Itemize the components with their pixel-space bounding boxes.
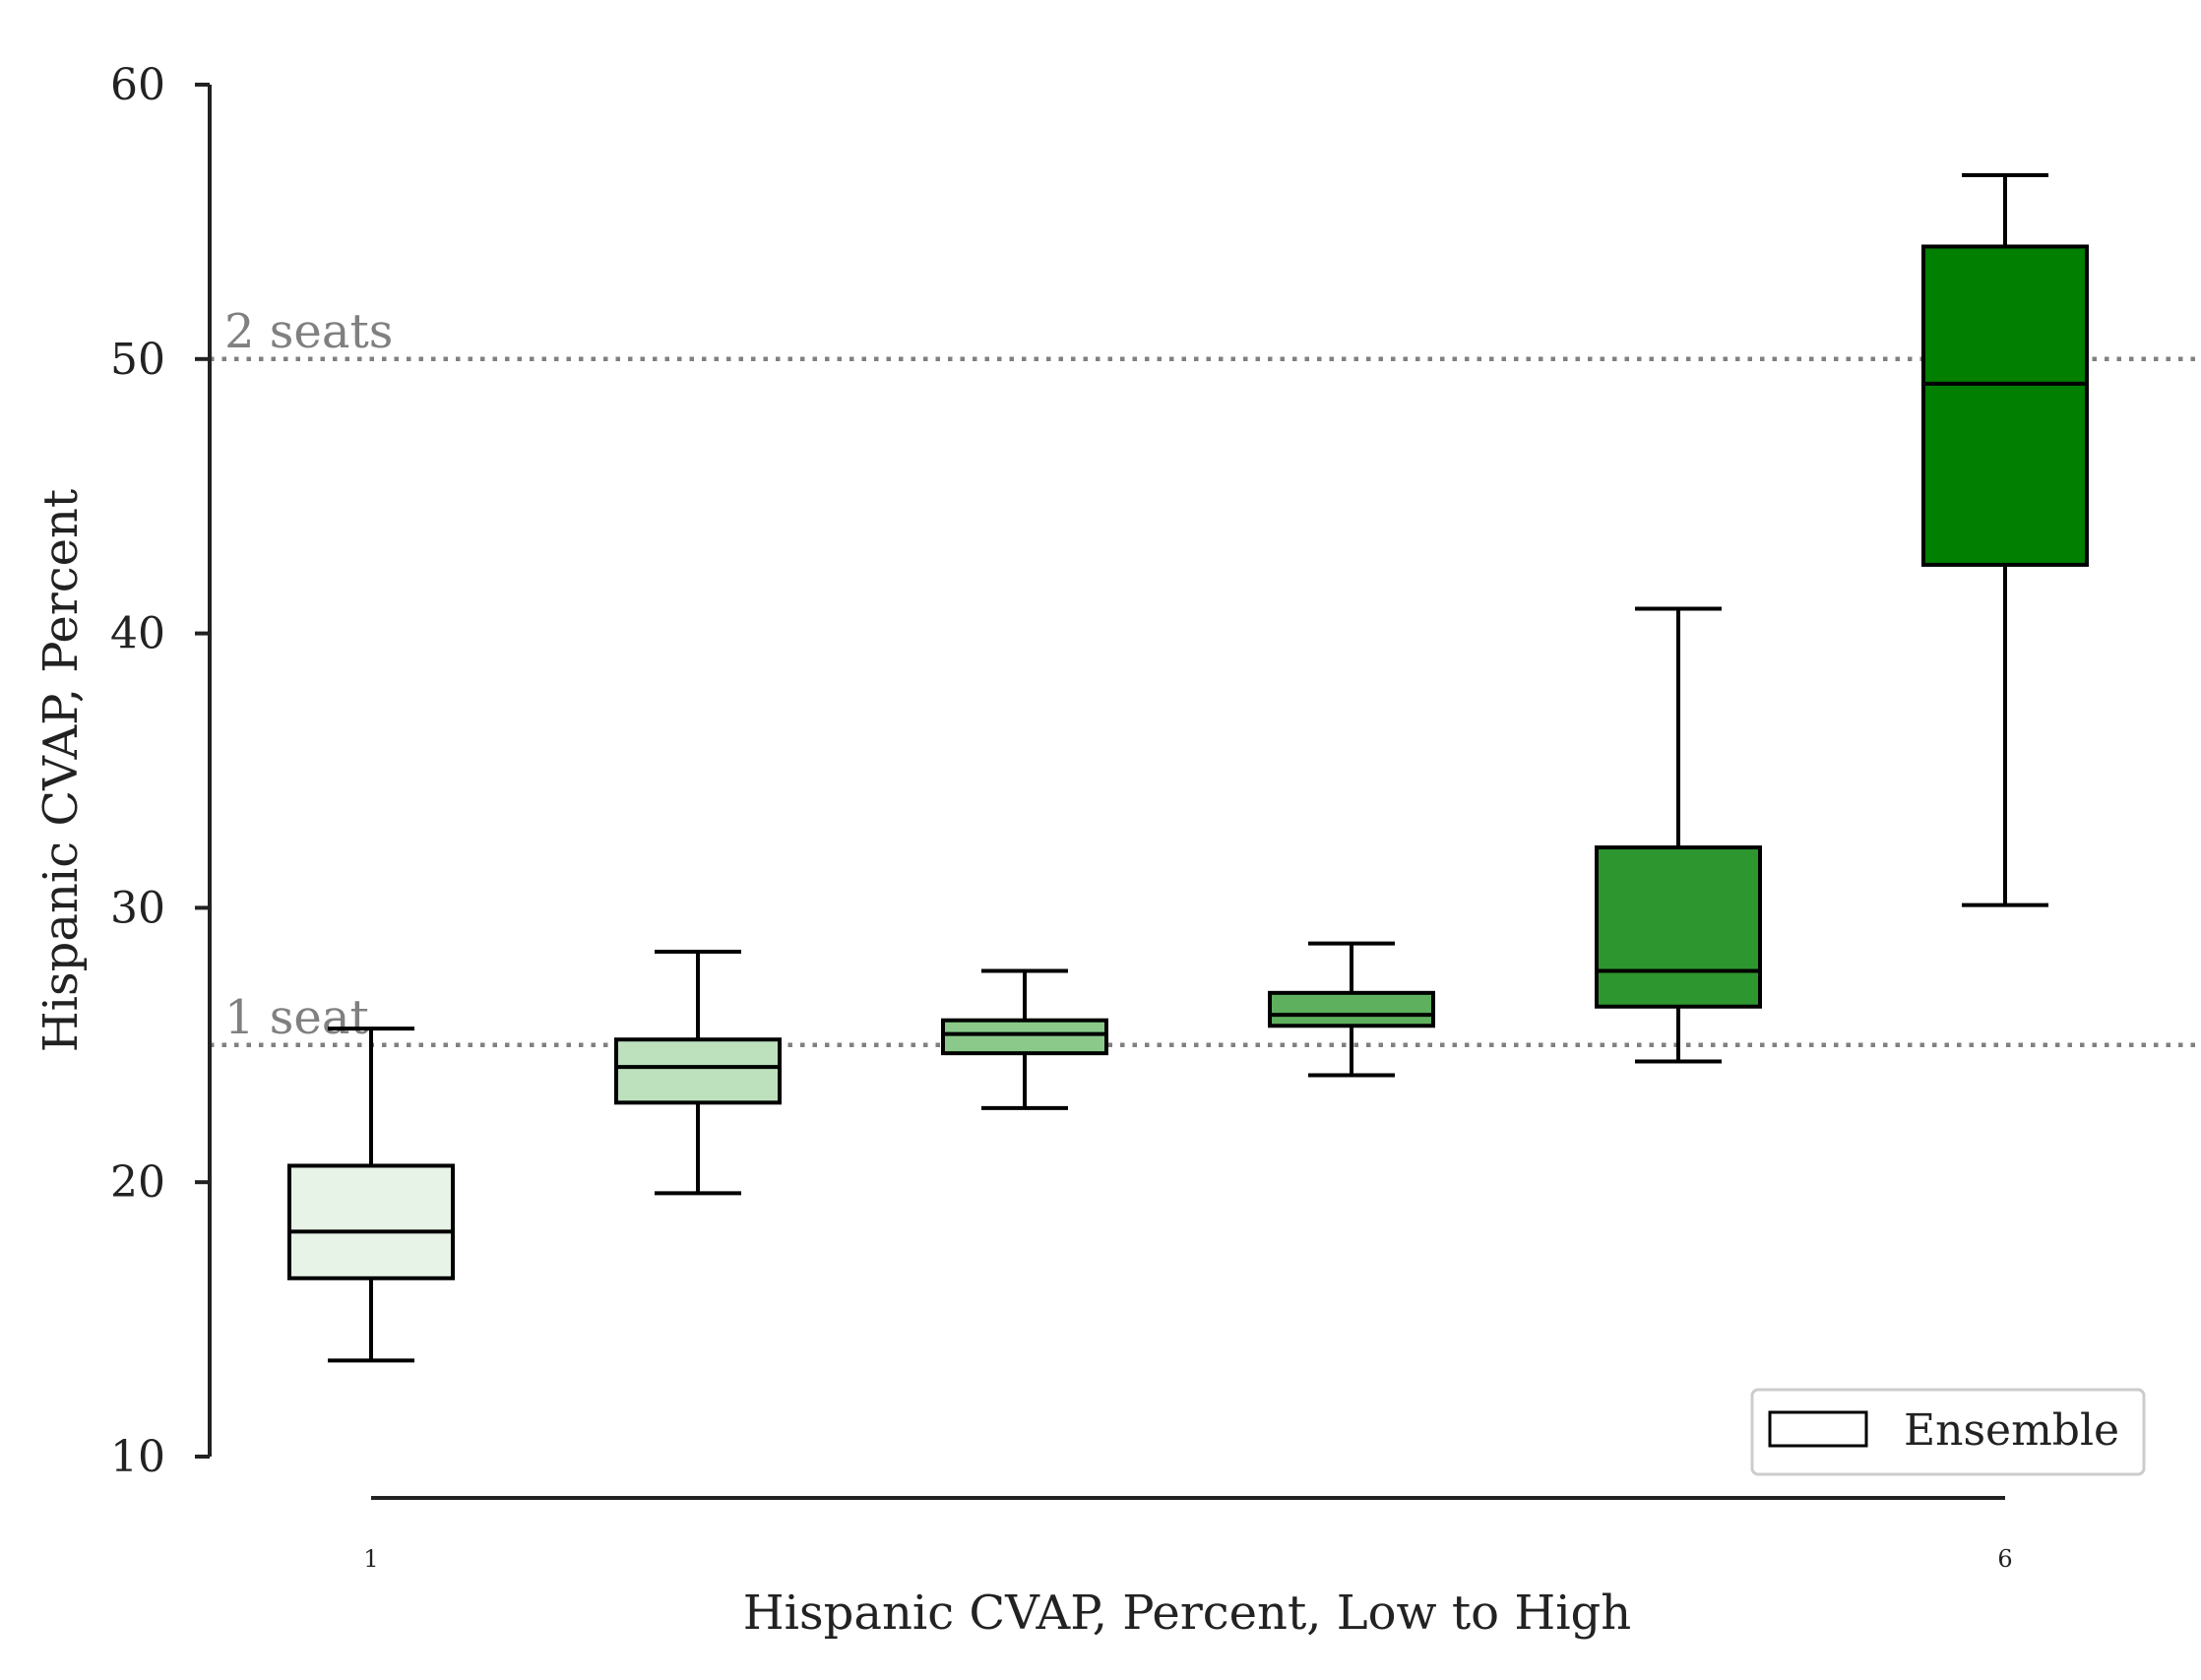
box-series (287, 173, 2089, 1363)
box-4-body (1268, 990, 1435, 1028)
y-tick-label-10: 10 (110, 1432, 165, 1482)
reference-lines: 2 seats 1 seat (210, 304, 2201, 1048)
box-5 (1595, 606, 1762, 1064)
box-5-body (1595, 845, 1762, 1009)
box-6-body (1921, 244, 2089, 567)
box-1 (287, 1027, 455, 1363)
box-3-body (941, 1018, 1108, 1056)
y-axis-title: Hispanic CVAP, Percent (33, 489, 89, 1052)
y-tick-label-60: 60 (110, 60, 165, 110)
x-tick-label-6: 6 (1997, 1545, 2012, 1573)
box-3 (941, 968, 1108, 1110)
y-tick-label-20: 20 (110, 1157, 165, 1208)
x-tick-label-1: 1 (363, 1545, 378, 1573)
x-axis-title: Hispanic CVAP, Percent, Low to High (743, 1586, 1631, 1641)
box-4 (1268, 941, 1435, 1078)
y-tick-label-50: 50 (110, 335, 165, 385)
box-1-body (287, 1163, 455, 1280)
box-2-body (614, 1037, 782, 1105)
y-tick-label-30: 30 (110, 883, 165, 933)
reference-label-2: 1 seat (224, 990, 369, 1045)
y-tick-label-40: 40 (110, 609, 165, 659)
reference-label-1: 2 seats (224, 304, 393, 359)
box-6 (1921, 173, 2089, 907)
legend: Ensemble (1750, 1388, 2146, 1476)
box-2 (614, 950, 782, 1196)
legend-label-ensemble: Ensemble (1904, 1405, 2119, 1456)
legend-swatch (1768, 1410, 1868, 1448)
y-axis-ticks: 10 20 30 40 50 60 (110, 60, 210, 1482)
